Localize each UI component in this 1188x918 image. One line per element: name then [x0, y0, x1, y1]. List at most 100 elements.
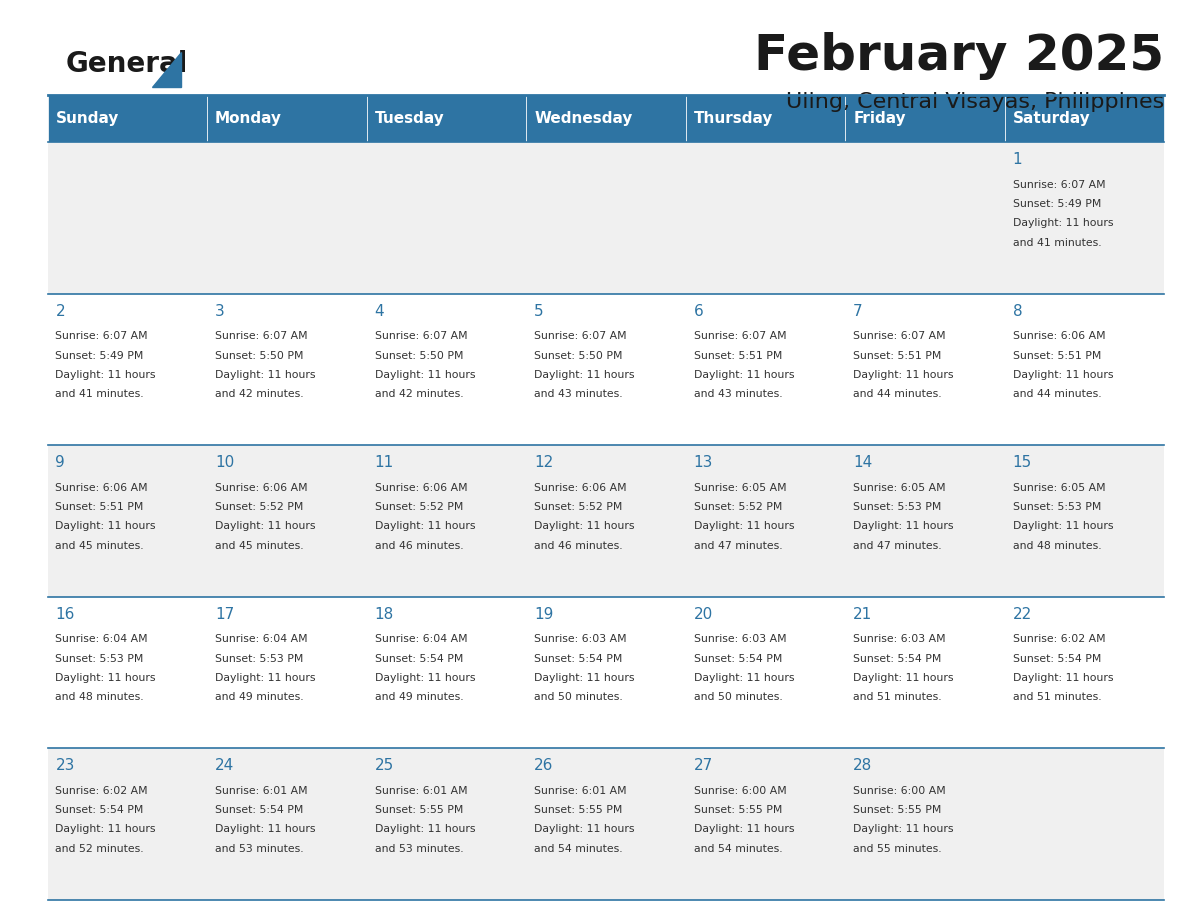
Text: 25: 25: [374, 758, 393, 773]
Text: Sunrise: 6:01 AM: Sunrise: 6:01 AM: [215, 786, 308, 796]
Text: Saturday: Saturday: [1012, 111, 1091, 126]
Text: Daylight: 11 hours: Daylight: 11 hours: [56, 521, 156, 532]
Text: 11: 11: [374, 455, 393, 470]
Text: Sunrise: 6:07 AM: Sunrise: 6:07 AM: [853, 331, 946, 341]
Text: Daylight: 11 hours: Daylight: 11 hours: [694, 673, 794, 683]
Text: Sunrise: 6:02 AM: Sunrise: 6:02 AM: [1012, 634, 1105, 644]
Text: 8: 8: [1012, 304, 1023, 319]
Text: Sunrise: 6:06 AM: Sunrise: 6:06 AM: [215, 483, 308, 493]
Text: 18: 18: [374, 607, 393, 621]
Text: Daylight: 11 hours: Daylight: 11 hours: [1012, 521, 1113, 532]
Text: Sunrise: 6:00 AM: Sunrise: 6:00 AM: [694, 786, 786, 796]
Text: 22: 22: [1012, 607, 1032, 621]
Text: and 55 minutes.: and 55 minutes.: [853, 844, 942, 854]
Text: Sunrise: 6:05 AM: Sunrise: 6:05 AM: [1012, 483, 1105, 493]
Text: Sunday: Sunday: [56, 111, 119, 126]
Text: Daylight: 11 hours: Daylight: 11 hours: [374, 673, 475, 683]
Text: Daylight: 11 hours: Daylight: 11 hours: [374, 521, 475, 532]
Text: Daylight: 11 hours: Daylight: 11 hours: [374, 370, 475, 380]
FancyBboxPatch shape: [207, 95, 367, 142]
Text: Blue: Blue: [110, 98, 179, 127]
Text: Daylight: 11 hours: Daylight: 11 hours: [56, 824, 156, 834]
Text: Sunset: 5:54 PM: Sunset: 5:54 PM: [215, 805, 303, 815]
Text: Sunset: 5:53 PM: Sunset: 5:53 PM: [853, 502, 942, 512]
Text: Sunrise: 6:06 AM: Sunrise: 6:06 AM: [1012, 331, 1105, 341]
Text: Daylight: 11 hours: Daylight: 11 hours: [694, 370, 794, 380]
Text: Sunset: 5:55 PM: Sunset: 5:55 PM: [853, 805, 942, 815]
Text: Daylight: 11 hours: Daylight: 11 hours: [215, 370, 316, 380]
Text: Sunrise: 6:02 AM: Sunrise: 6:02 AM: [56, 786, 148, 796]
Text: Sunrise: 6:07 AM: Sunrise: 6:07 AM: [374, 331, 467, 341]
Text: Daylight: 11 hours: Daylight: 11 hours: [535, 673, 634, 683]
Text: Sunset: 5:52 PM: Sunset: 5:52 PM: [535, 502, 623, 512]
Text: 15: 15: [1012, 455, 1032, 470]
Text: and 45 minutes.: and 45 minutes.: [215, 541, 304, 551]
Text: and 43 minutes.: and 43 minutes.: [694, 389, 782, 399]
Text: Daylight: 11 hours: Daylight: 11 hours: [1012, 370, 1113, 380]
Text: Sunset: 5:51 PM: Sunset: 5:51 PM: [56, 502, 144, 512]
Text: Monday: Monday: [215, 111, 282, 126]
Text: Sunset: 5:52 PM: Sunset: 5:52 PM: [694, 502, 782, 512]
Text: 1: 1: [1012, 152, 1023, 167]
Text: General: General: [65, 50, 188, 79]
Text: Sunset: 5:54 PM: Sunset: 5:54 PM: [694, 654, 782, 664]
Text: Sunset: 5:54 PM: Sunset: 5:54 PM: [1012, 654, 1101, 664]
Text: 23: 23: [56, 758, 75, 773]
Text: Sunset: 5:52 PM: Sunset: 5:52 PM: [374, 502, 463, 512]
Text: Wednesday: Wednesday: [535, 111, 632, 126]
Text: Sunset: 5:51 PM: Sunset: 5:51 PM: [853, 351, 942, 361]
Text: Daylight: 11 hours: Daylight: 11 hours: [853, 521, 954, 532]
Text: 26: 26: [535, 758, 554, 773]
Text: and 49 minutes.: and 49 minutes.: [215, 692, 304, 702]
Text: Sunrise: 6:07 AM: Sunrise: 6:07 AM: [535, 331, 627, 341]
Text: Sunset: 5:51 PM: Sunset: 5:51 PM: [1012, 351, 1101, 361]
Text: 5: 5: [535, 304, 544, 319]
Text: Sunset: 5:52 PM: Sunset: 5:52 PM: [215, 502, 303, 512]
Text: Sunset: 5:55 PM: Sunset: 5:55 PM: [535, 805, 623, 815]
Text: 21: 21: [853, 607, 872, 621]
Text: Daylight: 11 hours: Daylight: 11 hours: [853, 673, 954, 683]
Text: Daylight: 11 hours: Daylight: 11 hours: [694, 824, 794, 834]
Text: and 51 minutes.: and 51 minutes.: [1012, 692, 1101, 702]
Text: Sunrise: 6:07 AM: Sunrise: 6:07 AM: [694, 331, 786, 341]
FancyBboxPatch shape: [685, 95, 845, 142]
FancyBboxPatch shape: [48, 142, 1164, 294]
Text: 20: 20: [694, 607, 713, 621]
Text: and 52 minutes.: and 52 minutes.: [56, 844, 144, 854]
Text: Thursday: Thursday: [694, 111, 773, 126]
Text: Sunrise: 6:07 AM: Sunrise: 6:07 AM: [215, 331, 308, 341]
Text: Sunrise: 6:03 AM: Sunrise: 6:03 AM: [535, 634, 627, 644]
Text: 14: 14: [853, 455, 872, 470]
Text: February 2025: February 2025: [754, 32, 1164, 80]
Text: Sunrise: 6:01 AM: Sunrise: 6:01 AM: [535, 786, 627, 796]
Text: Daylight: 11 hours: Daylight: 11 hours: [374, 824, 475, 834]
Text: Sunrise: 6:05 AM: Sunrise: 6:05 AM: [694, 483, 786, 493]
Text: and 47 minutes.: and 47 minutes.: [853, 541, 942, 551]
Text: 10: 10: [215, 455, 234, 470]
Text: Sunrise: 6:05 AM: Sunrise: 6:05 AM: [853, 483, 946, 493]
Text: Uling, Central Visayas, Philippines: Uling, Central Visayas, Philippines: [786, 92, 1164, 112]
Text: Sunset: 5:53 PM: Sunset: 5:53 PM: [215, 654, 303, 664]
Text: Daylight: 11 hours: Daylight: 11 hours: [1012, 218, 1113, 229]
Text: Daylight: 11 hours: Daylight: 11 hours: [215, 521, 316, 532]
Text: Sunrise: 6:06 AM: Sunrise: 6:06 AM: [535, 483, 627, 493]
Text: Sunset: 5:51 PM: Sunset: 5:51 PM: [694, 351, 782, 361]
FancyBboxPatch shape: [526, 95, 685, 142]
Text: Sunrise: 6:04 AM: Sunrise: 6:04 AM: [374, 634, 467, 644]
Text: Sunset: 5:49 PM: Sunset: 5:49 PM: [56, 351, 144, 361]
Text: 17: 17: [215, 607, 234, 621]
Text: and 42 minutes.: and 42 minutes.: [215, 389, 304, 399]
Polygon shape: [152, 52, 181, 87]
Text: and 44 minutes.: and 44 minutes.: [853, 389, 942, 399]
Text: and 49 minutes.: and 49 minutes.: [374, 692, 463, 702]
Text: 2: 2: [56, 304, 65, 319]
Text: Daylight: 11 hours: Daylight: 11 hours: [853, 824, 954, 834]
Text: Sunset: 5:50 PM: Sunset: 5:50 PM: [374, 351, 463, 361]
Text: Sunrise: 6:06 AM: Sunrise: 6:06 AM: [374, 483, 467, 493]
Text: Sunrise: 6:00 AM: Sunrise: 6:00 AM: [853, 786, 946, 796]
Text: 3: 3: [215, 304, 225, 319]
Text: Friday: Friday: [853, 111, 905, 126]
Text: Sunset: 5:49 PM: Sunset: 5:49 PM: [1012, 199, 1101, 209]
Text: 19: 19: [535, 607, 554, 621]
Text: and 46 minutes.: and 46 minutes.: [374, 541, 463, 551]
